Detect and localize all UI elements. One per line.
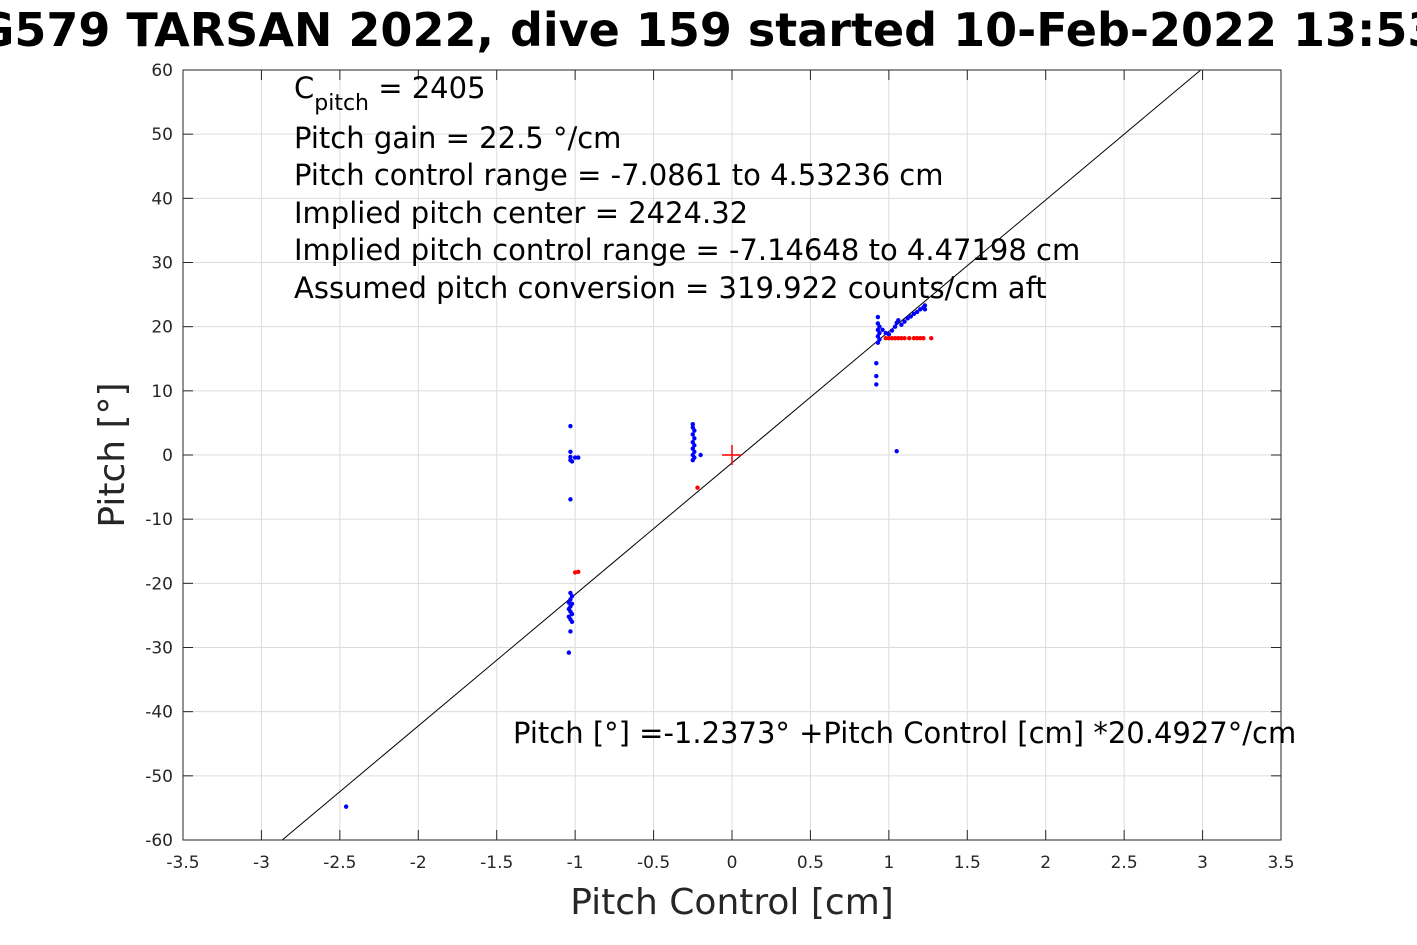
- x-tick-label: -3.5: [166, 853, 199, 873]
- data-point: [896, 318, 901, 323]
- annotation-line: Implied pitch center = 2424.32: [294, 196, 748, 230]
- x-tick-label: -0.5: [637, 853, 670, 873]
- plot-frame: [182, 69, 1282, 841]
- data-point: [695, 485, 700, 490]
- data-point: [875, 340, 881, 345]
- fit-equation: Pitch [°] =-1.2373° +Pitch Control [cm] …: [513, 716, 1296, 750]
- data-point: [883, 336, 888, 341]
- data-point: [929, 336, 934, 341]
- data-point: [902, 319, 907, 324]
- data-point: [569, 611, 575, 617]
- x-tick-label: -1: [567, 853, 584, 873]
- y-tick-label: -50: [145, 767, 173, 787]
- data-point: [568, 454, 573, 460]
- data-point: [692, 428, 697, 433]
- data-point: [889, 336, 895, 341]
- y-tick-label: -60: [145, 831, 173, 851]
- data-point: [343, 804, 349, 809]
- data-point: [922, 303, 928, 308]
- data-point: [922, 307, 928, 312]
- y-tick-label: -30: [145, 639, 173, 659]
- data-points: [343, 303, 934, 809]
- data-point: [875, 314, 881, 320]
- y-tick-label: 10: [151, 382, 173, 402]
- x-tick-label: -2: [410, 853, 427, 873]
- data-point: [892, 324, 898, 329]
- y-tick-label: -10: [145, 510, 173, 530]
- data-point: [907, 336, 912, 341]
- data-point: [698, 452, 703, 458]
- data-point: [886, 332, 892, 337]
- data-point: [889, 328, 895, 333]
- data-point: [568, 423, 573, 429]
- data-point: [894, 448, 899, 454]
- annotation-box: Cpitch = 2405 Pitch gain = 22.5 °/cm Pit…: [294, 71, 1080, 305]
- center-marker: [722, 445, 742, 465]
- y-tick-label: 30: [151, 254, 173, 274]
- c-pitch-annotation: Cpitch = 2405: [294, 71, 486, 116]
- x-tick-label: 3: [1197, 853, 1208, 873]
- data-point: [896, 336, 901, 341]
- y-axis-label: Pitch [°]: [92, 382, 133, 527]
- x-tick-label: 1.5: [954, 853, 981, 873]
- annotation-line: Pitch gain = 22.5 °/cm: [294, 121, 621, 155]
- data-point: [568, 629, 573, 634]
- data-point: [690, 422, 695, 427]
- data-point: [874, 373, 879, 379]
- data-point: [874, 382, 879, 387]
- y-tick-label: 40: [151, 189, 173, 209]
- data-point: [572, 570, 578, 575]
- data-point: [880, 327, 885, 333]
- x-tick-label: 0.5: [797, 853, 824, 873]
- data-point: [874, 361, 879, 366]
- data-point: [886, 336, 892, 341]
- chart-title: G579 TARSAN 2022, dive 159 started 10-Fe…: [0, 3, 1417, 57]
- x-tick-label: 2: [1040, 853, 1051, 873]
- c-pitch-base: C: [294, 71, 314, 105]
- data-point: [690, 457, 695, 463]
- data-point: [899, 336, 904, 341]
- x-tick-label: 3.5: [1267, 853, 1294, 873]
- annotation-line: Assumed pitch conversion = 319.922 count…: [294, 271, 1047, 305]
- x-tick-labels: -3.5 -3 -2.5 -2 -1.5 -1 -0.5 0 0.5 1 1.5 2 2.5 3 3.5: [166, 853, 1294, 873]
- x-tick-label: 1: [883, 853, 894, 873]
- annotation-line: Implied pitch control range = -7.14648 t…: [294, 233, 1080, 267]
- x-tick-label: -1.5: [480, 853, 513, 873]
- c-pitch-value: = 2405: [369, 71, 486, 105]
- y-tick-labels: -60 -50 -40 -30 -20 -10 0 10 20 30 40 50 60: [145, 61, 173, 851]
- x-tick-label: 2.5: [1111, 853, 1138, 873]
- data-point: [892, 336, 898, 341]
- y-tick-label: -20: [145, 574, 173, 594]
- data-point: [692, 436, 697, 441]
- y-tick-label: 60: [151, 61, 173, 81]
- data-point: [914, 336, 920, 341]
- y-tick-label: 20: [151, 318, 173, 338]
- data-point: [569, 459, 575, 464]
- data-point: [569, 619, 575, 625]
- y-tick-label: -40: [145, 703, 173, 723]
- y-tick-label: 50: [151, 125, 173, 145]
- data-point: [576, 455, 581, 460]
- y-tick-label: 0: [162, 446, 173, 466]
- data-point: [921, 336, 926, 341]
- data-point: [568, 497, 573, 502]
- data-point: [566, 650, 572, 655]
- data-point: [899, 322, 904, 327]
- x-tick-label: 0: [727, 853, 738, 873]
- data-point: [911, 336, 917, 341]
- annotation-line: Pitch control range = -7.0861 to 4.53236…: [294, 158, 943, 192]
- data-point: [902, 336, 907, 341]
- x-tick-label: -3: [253, 853, 270, 873]
- data-point: [918, 336, 923, 341]
- data-point: [572, 455, 578, 460]
- c-pitch-sub: pitch: [314, 91, 369, 116]
- grid-lines: [182, 69, 1282, 841]
- data-point: [908, 314, 914, 319]
- data-point: [568, 449, 573, 454]
- data-point: [690, 432, 695, 437]
- data-point: [914, 309, 920, 315]
- x-axis-label: Pitch Control [cm]: [570, 882, 894, 923]
- x-tick-label: -2.5: [323, 853, 356, 873]
